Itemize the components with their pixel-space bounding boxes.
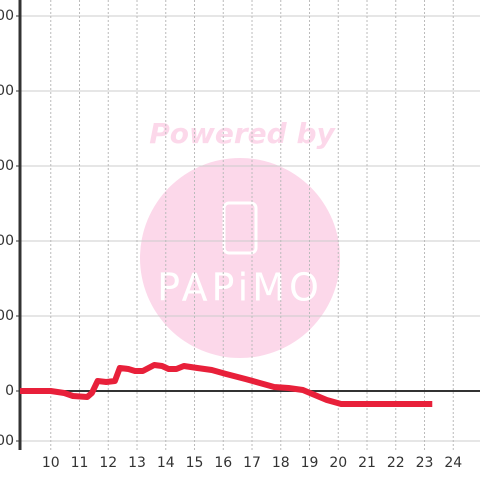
x-tick-label: 23: [416, 455, 434, 471]
x-tick-label: 10: [42, 455, 60, 471]
x-tick-label: 11: [71, 455, 89, 471]
watermark-phone: [222, 201, 258, 255]
x-tick-label: 14: [157, 455, 175, 471]
x-tick-label: 21: [358, 455, 376, 471]
watermark-caption: Powered by: [149, 117, 336, 150]
x-tick-label: 20: [329, 455, 347, 471]
y-tick-label: -20,000: [0, 433, 14, 449]
watermark-circle: [140, 158, 340, 358]
y-tick-label: 120,000: [0, 83, 14, 99]
watermark: Powered by PAPiMO: [140, 117, 340, 358]
x-tick-label: 19: [301, 455, 319, 471]
x-tick-label: 13: [128, 455, 146, 471]
x-tick-label: 17: [243, 455, 261, 471]
x-tick-label: 18: [272, 455, 290, 471]
y-tick-label: 0: [5, 383, 14, 399]
data-line: [20, 362, 433, 407]
x-tick-label: 24: [444, 455, 462, 471]
y-tick-label: 90,000: [0, 158, 14, 174]
y-tick-label: 60,000: [0, 233, 14, 249]
y-tick-label: 150,000: [0, 8, 14, 24]
x-tick-label: 15: [186, 455, 204, 471]
watermark-logo: PAPiMO: [157, 266, 323, 310]
x-tick-label: 16: [214, 455, 232, 471]
x-tick-label: 12: [99, 455, 117, 471]
x-tick-label: 22: [387, 455, 405, 471]
y-tick-label: 30,000: [0, 308, 14, 324]
